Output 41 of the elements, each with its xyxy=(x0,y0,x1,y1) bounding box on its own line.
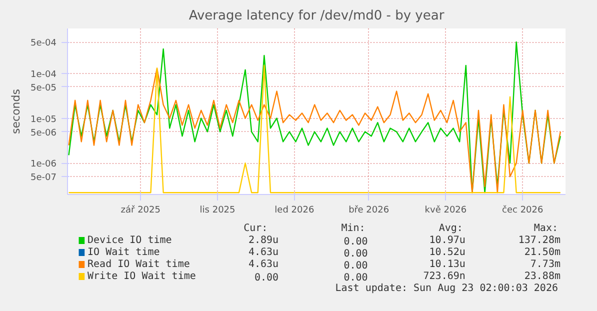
y-axis-title: seconds xyxy=(10,88,23,134)
text: 0.00 xyxy=(344,260,368,272)
y-tick-label: 1e-05 xyxy=(30,114,57,125)
text: 0.00 xyxy=(344,248,368,260)
x-tick-label: kvě 2026 xyxy=(424,204,467,216)
x-tick-label: čec 2026 xyxy=(502,204,544,216)
y-tick-label: 1e-06 xyxy=(30,160,57,170)
text: 10.52u xyxy=(429,247,466,258)
x-tick-label: lis 2025 xyxy=(200,206,236,216)
text: 0.00 xyxy=(254,272,279,284)
chart-title: Average latency for /dev/md0 - by year xyxy=(188,8,445,24)
y-tick-label: 5e-05 xyxy=(30,83,57,94)
legend-label: Write IO Wait time xyxy=(88,271,196,282)
text: 0.00 xyxy=(344,236,368,248)
legend-label: IO Wait time xyxy=(88,247,160,258)
text: 4.63u xyxy=(248,259,279,270)
y-tick-label: 5e-04 xyxy=(30,38,57,49)
text: 21.50m xyxy=(524,247,560,258)
text: Cur: xyxy=(244,223,268,234)
y-tick-label: 5e-07 xyxy=(30,173,57,184)
text: 2.89u xyxy=(248,235,279,246)
text: 23.88m xyxy=(524,271,560,282)
text: Avg: xyxy=(438,223,463,234)
line-series xyxy=(68,41,562,194)
y-tick-label: 5e-06 xyxy=(30,128,57,138)
text: 4.63u xyxy=(248,247,279,258)
x-tick-label: bře 2026 xyxy=(348,204,390,216)
text: Last update: Sun Aug 23 02:00:03 2026 xyxy=(335,283,558,294)
text: 0.00 xyxy=(344,272,368,284)
text: 137.28m xyxy=(518,235,561,246)
x-tick-label: led 2026 xyxy=(274,206,314,216)
y-tick-label: 1e-04 xyxy=(30,70,57,80)
text: Max: xyxy=(534,223,558,234)
text: 10.97u xyxy=(429,235,466,246)
text: 7.73m xyxy=(530,259,560,270)
text: 10.13u xyxy=(429,259,466,270)
legend-label: Device IO time xyxy=(88,235,172,246)
text: 723.69n xyxy=(423,271,466,282)
legend-label: Read IO Wait time xyxy=(88,259,190,270)
text: Min: xyxy=(341,223,366,234)
x-tick-label: zář 2025 xyxy=(120,204,160,216)
